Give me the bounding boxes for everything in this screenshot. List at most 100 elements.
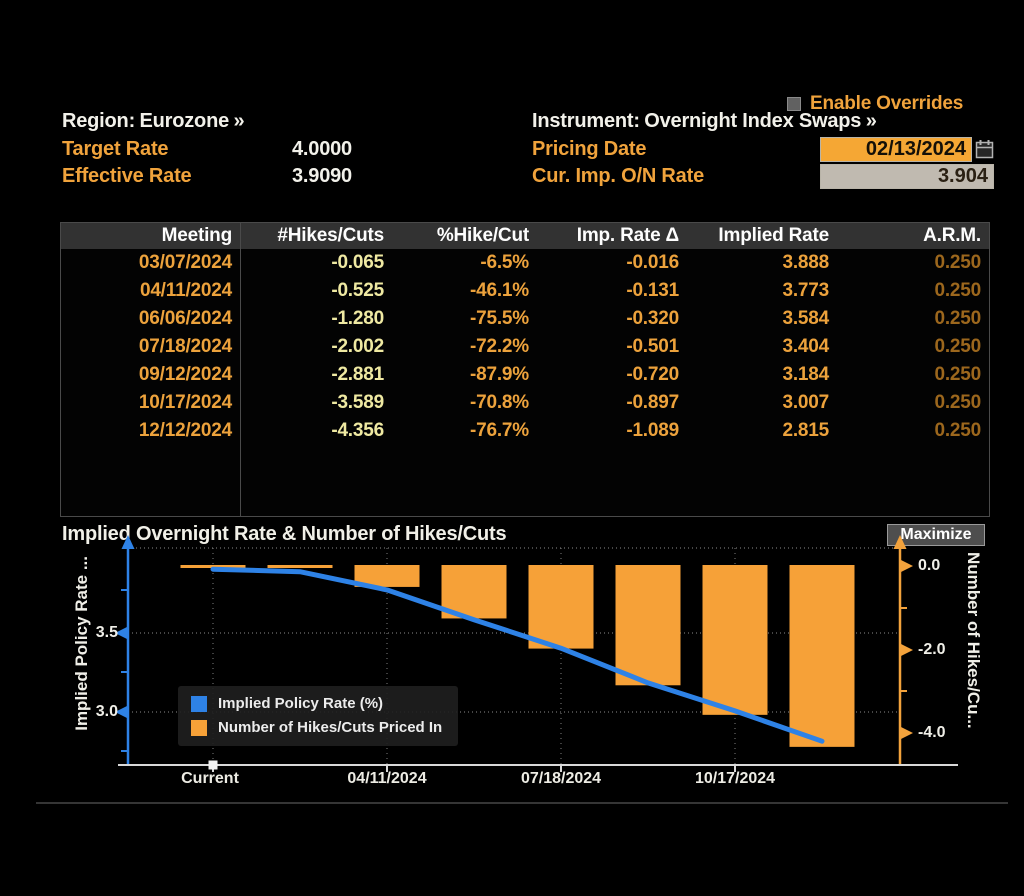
table-row[interactable]: 12/12/2024 -4.356 -76.7% -1.089 2.815 0.… [61, 417, 989, 445]
implied-rate: 3.773 [782, 280, 829, 301]
left-tick-3-5: 3.5 [95, 624, 118, 641]
pct-hike-cut: -46.1% [469, 280, 529, 301]
hikes-cuts: -4.356 [331, 420, 384, 441]
instrument-label: Instrument: [532, 110, 640, 132]
col-header-implied-rate: Implied Rate [718, 225, 829, 246]
bar-12/12/2024 [789, 565, 855, 747]
pct-hike-cut: -76.7% [469, 420, 529, 441]
table-row[interactable]: 09/12/2024 -2.881 -87.9% -0.720 3.184 0.… [61, 361, 989, 389]
instrument-chevron: » [865, 110, 877, 132]
imp-rate-delta: -0.720 [626, 364, 679, 385]
imp-rate-delta: -0.501 [626, 336, 679, 357]
hikes-cuts: -1.280 [331, 308, 384, 329]
implied-policy-rate-line [210, 566, 825, 744]
bar-03/07/2024 [267, 565, 333, 568]
bar-07/18/2024 [528, 565, 594, 649]
meeting-date: 03/07/2024 [138, 252, 232, 273]
hikes-cuts: -2.002 [331, 336, 384, 357]
cur-imp-on-rate-field[interactable]: 3.904 [820, 164, 994, 189]
imp-rate-delta: -1.089 [626, 420, 679, 441]
bar-Current [180, 565, 246, 568]
meeting-date: 07/18/2024 [138, 336, 232, 357]
meeting-date: 12/12/2024 [138, 420, 232, 441]
table-row[interactable]: 07/18/2024 -2.002 -72.2% -0.501 3.404 0.… [61, 333, 989, 361]
right-tick-0-0: 0.0 [918, 557, 941, 574]
region-selector[interactable]: Region: Eurozone » [62, 110, 245, 133]
pct-hike-cut: -75.5% [469, 308, 529, 329]
implied-rate: 3.584 [782, 308, 829, 329]
bar-10/17/2024 [702, 565, 768, 715]
implied-rate: 3.184 [782, 364, 829, 385]
axis-drag-handle[interactable] [208, 760, 218, 770]
pct-hike-cut: -70.8% [469, 392, 529, 413]
imp-rate-delta: -0.320 [626, 308, 679, 329]
hikes-cuts: -2.881 [331, 364, 384, 385]
chart-section: Implied Overnight Rate & Number of Hikes… [60, 522, 985, 797]
x-tick-04-11: 04/11/2024 [347, 770, 427, 787]
implied-rate: 2.815 [782, 420, 829, 441]
pricing-date-input[interactable]: 02/13/2024 [820, 137, 972, 162]
pct-hike-cut: -87.9% [469, 364, 529, 385]
hikes-cuts: -0.065 [331, 252, 384, 273]
table-column-divider [240, 223, 241, 516]
region-label: Region: [62, 110, 136, 132]
chart-legend: Implied Policy Rate (%) Number of Hikes/… [178, 686, 459, 746]
arm: 0.250 [934, 336, 981, 357]
left-tick-3-0: 3.0 [95, 703, 118, 720]
imp-rate-delta: -0.131 [626, 280, 679, 301]
meeting-date: 09/12/2024 [138, 364, 232, 385]
target-rate-value: 4.0000 [292, 138, 352, 160]
bottom-divider [36, 802, 1008, 804]
hikes-cuts: -0.525 [331, 280, 384, 301]
right-tick-neg-4-0: -4.0 [918, 724, 946, 741]
implied-rate: 3.888 [782, 252, 829, 273]
region-chevron: » [233, 110, 245, 132]
legend-item-implied-policy-rate: Implied Policy Rate (%) [191, 695, 442, 712]
table-row[interactable]: 10/17/2024 -3.589 -70.8% -0.897 3.007 0.… [61, 389, 989, 417]
col-header-imp-rate-delta: Imp. Rate Δ [576, 225, 679, 246]
arm: 0.250 [934, 364, 981, 385]
enable-overrides-checkbox[interactable] [787, 97, 801, 111]
x-axis [118, 760, 958, 772]
arm: 0.250 [934, 392, 981, 413]
arm: 0.250 [934, 308, 981, 329]
imp-rate-delta: -0.016 [626, 252, 679, 273]
legend-item-hikes-cuts: Number of Hikes/Cuts Priced In [191, 719, 442, 736]
cur-imp-on-rate-label: Cur. Imp. O/N Rate [532, 165, 704, 187]
enable-overrides-control[interactable]: Enable Overrides [787, 93, 963, 115]
pct-hike-cut: -72.2% [469, 336, 529, 357]
col-header-hikes-cuts: #Hikes/Cuts [277, 225, 384, 246]
legend-label-bar: Number of Hikes/Cuts Priced In [218, 719, 443, 736]
legend-swatch-line [191, 695, 207, 712]
meeting-date: 10/17/2024 [138, 392, 232, 413]
meeting-date: 06/06/2024 [138, 308, 232, 329]
x-tick-current: Current [181, 770, 239, 787]
table-row[interactable]: 06/06/2024 -1.280 -75.5% -0.320 3.584 0.… [61, 305, 989, 333]
instrument-selector[interactable]: Instrument: Overnight Index Swaps » [532, 110, 877, 133]
right-tick-neg-2-0: -2.0 [918, 641, 946, 658]
bar-06/06/2024 [441, 565, 507, 619]
enable-overrides-label: Enable Overrides [810, 93, 964, 114]
target-rate-label: Target Rate [62, 138, 169, 160]
chart-title: Implied Overnight Rate & Number of Hikes… [62, 523, 507, 545]
legend-label-line: Implied Policy Rate (%) [218, 695, 384, 712]
table-row[interactable]: 03/07/2024 -0.065 -6.5% -0.016 3.888 0.2… [61, 249, 989, 277]
x-tick-07-18: 07/18/2024 [520, 770, 602, 787]
right-axis-title: Number of Hikes/Cu... [964, 552, 983, 729]
col-header-pct-hike-cut: %Hike/Cut [436, 225, 529, 246]
pct-hike-cut: -6.5% [480, 252, 529, 273]
implied-rate: 3.007 [782, 392, 829, 413]
col-header-meeting: Meeting [161, 225, 233, 246]
meeting-date: 04/11/2024 [139, 280, 232, 301]
arm: 0.250 [934, 420, 981, 441]
hikes-cuts: -3.589 [331, 392, 384, 413]
col-header-arm: A.R.M. [923, 225, 981, 246]
pricing-date-label: Pricing Date [532, 138, 647, 160]
calendar-icon[interactable] [975, 139, 994, 165]
x-tick-10-17: 10/17/2024 [694, 770, 776, 787]
table-row[interactable]: 04/11/2024 -0.525 -46.1% -0.131 3.773 0.… [61, 277, 989, 305]
maximize-button[interactable]: Maximize [887, 524, 985, 546]
right-axis [893, 535, 913, 765]
effective-rate-label: Effective Rate [62, 165, 192, 187]
